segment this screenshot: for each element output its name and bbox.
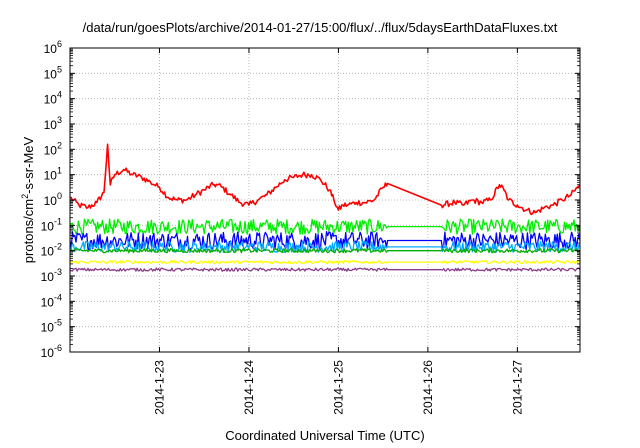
y-tick-label: 104 bbox=[44, 90, 62, 107]
grid bbox=[70, 48, 580, 352]
y-tick-label: 103 bbox=[44, 115, 62, 132]
series-line bbox=[69, 218, 581, 235]
series-line bbox=[69, 248, 581, 254]
chart-title: /data/run/goesPlots/archive/2014-01-27/1… bbox=[82, 20, 558, 35]
y-tick-label: 10-1 bbox=[41, 216, 62, 233]
y-tick-label: 100 bbox=[44, 191, 62, 208]
y-axis: 106 105 104 103 102 101 100 10-1 10-2 10-3 10-4 10-… bbox=[41, 39, 580, 360]
y-tick-label: 10-5 bbox=[41, 318, 62, 335]
x-axis: 2014-1-23 2014-1-24 2014-1-25 2014-1-26 2014… bbox=[152, 48, 524, 415]
y-axis-label: protons/cm2-s-sr-MeV bbox=[20, 136, 36, 263]
x-tick-label: 2014-1-27 bbox=[510, 360, 524, 415]
series-line bbox=[69, 240, 581, 254]
y-tick-label: 10-4 bbox=[41, 292, 62, 309]
series-line bbox=[69, 143, 581, 216]
x-tick-label: 2014-1-23 bbox=[152, 360, 166, 415]
x-axis-label: Coordinated Universal Time (UTC) bbox=[225, 428, 425, 443]
y-tick-label: 105 bbox=[44, 64, 62, 81]
series-group bbox=[69, 143, 581, 272]
series-line bbox=[69, 259, 581, 265]
y-tick-label: 102 bbox=[44, 140, 62, 157]
x-tick-label: 2014-1-25 bbox=[331, 360, 345, 415]
x-tick-label: 2014-1-24 bbox=[242, 360, 256, 415]
y-tick-label: 10-6 bbox=[41, 343, 62, 360]
y-tick-label: 106 bbox=[44, 39, 62, 56]
series-line bbox=[69, 267, 581, 272]
y-tick-label: 10-2 bbox=[41, 242, 62, 259]
y-tick-label: 101 bbox=[44, 166, 62, 183]
y-tick-label: 10-3 bbox=[41, 267, 62, 284]
x-tick-label: 2014-1-26 bbox=[421, 360, 435, 415]
